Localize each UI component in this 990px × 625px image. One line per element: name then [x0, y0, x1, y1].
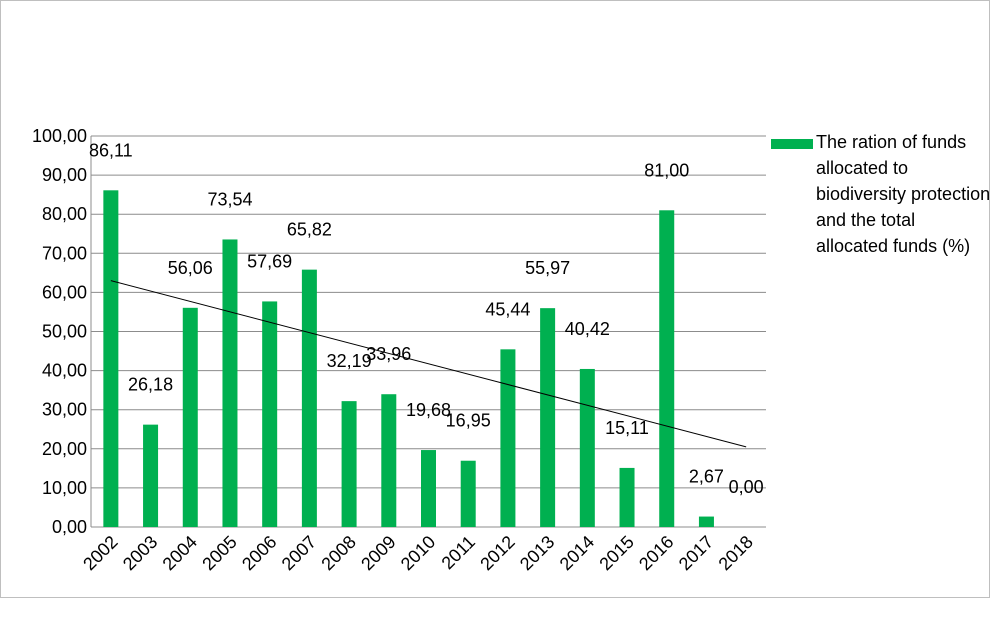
y-tick-label: 10,00	[42, 478, 87, 498]
data-label-2007: 65,82	[287, 220, 332, 240]
x-tick-label: 2004	[159, 532, 201, 574]
data-label-2014: 40,42	[565, 319, 610, 339]
y-tick-label: 100,00	[32, 126, 87, 146]
x-tick-label: 2007	[278, 532, 320, 574]
chart-frame: 86,11 26,18 56,06 73,54 57,69 65,82 32,19 33,96…	[0, 0, 990, 598]
x-tick-label: 2016	[635, 532, 677, 574]
y-tick-label: 90,00	[42, 165, 87, 185]
data-label-2008: 32,19	[327, 351, 372, 371]
y-tick-label: 20,00	[42, 439, 87, 459]
data-label-2010: 19,68	[406, 400, 451, 420]
data-label-2006: 57,69	[247, 251, 292, 271]
data-label-2011: 16,95	[446, 411, 491, 431]
bar-2012	[500, 349, 516, 527]
bar-2008	[341, 401, 357, 527]
x-tick-label: 2011	[438, 532, 480, 574]
bar-2017	[698, 516, 714, 527]
bar-2013	[540, 308, 556, 527]
chart-svg: 86,11 26,18 56,06 73,54 57,69 65,82 32,1933,96…	[32, 126, 766, 574]
x-tick-label: 2003	[119, 532, 161, 574]
x-tick-label: 2014	[556, 532, 598, 574]
bar-2002	[103, 190, 119, 527]
x-tick-label: 2006	[238, 532, 280, 574]
y-tick-label: 50,00	[42, 322, 87, 342]
x-tick-label: 2015	[595, 532, 637, 574]
x-tick-label: 2017	[675, 532, 717, 574]
y-tick-label: 0,00	[52, 517, 87, 537]
bar-2010	[421, 450, 436, 527]
data-labels: 86,11 26,18 56,06 73,54 57,69 65,82 32,1933,96…	[89, 140, 764, 497]
y-tick-label: 80,00	[42, 204, 87, 224]
x-tick-label: 2008	[317, 532, 359, 574]
bar-2009	[381, 394, 397, 527]
bar-2016	[659, 210, 675, 528]
data-label-2003: 26,18	[128, 375, 173, 395]
x-tick-labels: 2002200320042005200620072008200920102011…	[79, 532, 757, 574]
data-label-2009: 33,96	[366, 344, 411, 364]
x-tick-label: 2012	[476, 532, 518, 574]
data-label-2015: 15,11	[605, 418, 649, 438]
data-label-2018: 0,00	[729, 477, 764, 497]
y-tick-label: 60,00	[42, 282, 87, 302]
x-tick-label: 2005	[198, 532, 240, 574]
data-label-2004: 56,06	[168, 258, 213, 278]
bar-2015	[619, 467, 635, 527]
bar-2004	[182, 307, 198, 527]
y-tick-label: 70,00	[42, 243, 87, 263]
x-tick-label: 2002	[79, 532, 121, 574]
y-tick-label: 30,00	[42, 400, 87, 420]
bar-2006	[262, 301, 278, 527]
data-label-2013: 55,97	[525, 258, 570, 278]
bar-2007	[301, 269, 317, 527]
bar-2005	[222, 239, 238, 527]
linear-trendline	[110, 280, 747, 448]
data-label-2016: 81,00	[644, 160, 689, 180]
data-label-2005: 73,54	[207, 189, 252, 209]
x-tick-label: 2013	[516, 532, 558, 574]
bar-2011	[460, 460, 476, 527]
legend-label: The ration of funds allocated to biodive…	[816, 132, 990, 256]
data-label-2017: 2,67	[689, 467, 724, 487]
bar-2014	[579, 368, 595, 527]
bar-2003	[143, 424, 159, 527]
gridlines	[91, 135, 766, 489]
x-tick-label: 2018	[715, 532, 757, 574]
data-label-2012: 45,44	[485, 299, 530, 319]
x-tick-label: 2009	[357, 532, 399, 574]
y-tick-labels: 0,00 10,00 20,00 30,00 40,00 50,00 60,00 70,00 8…	[32, 126, 87, 537]
trendline	[110, 280, 747, 448]
legend-swatch	[771, 139, 813, 149]
y-tick-label: 40,00	[42, 361, 87, 381]
data-label-2002: 86,11	[89, 140, 133, 160]
x-tick-label: 2010	[397, 532, 439, 574]
